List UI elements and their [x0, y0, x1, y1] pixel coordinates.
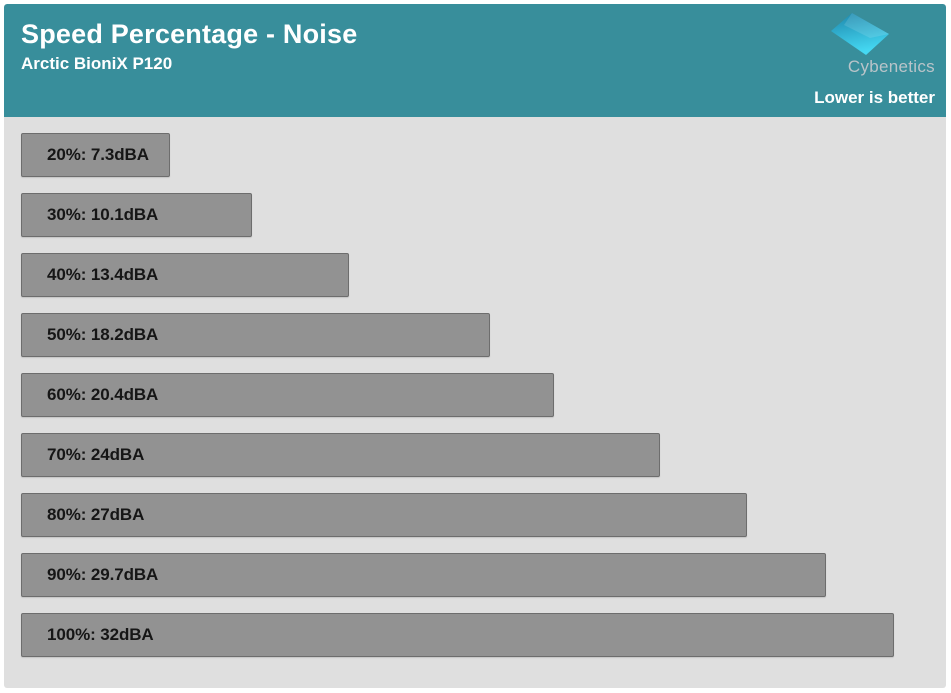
chart-subtitle: Arctic BioniX P120 — [21, 54, 173, 73]
bar-40%: 40%: 13.4dBA — [21, 253, 350, 297]
cybenetics-logo-icon — [831, 13, 889, 55]
bar-label: 30%: 10.1dBA — [47, 205, 159, 224]
brand-name: Cybenetics — [847, 57, 935, 76]
bar-label: 50%: 18.2dBA — [47, 325, 159, 344]
bar-80%: 80%: 27dBA — [21, 493, 748, 537]
bar-30%: 30%: 10.1dBA — [21, 193, 253, 237]
bar-label: 20%: 7.3dBA — [47, 145, 149, 164]
bar-70%: 70%: 24dBA — [21, 433, 660, 477]
bar-row: 60%: 20.4dBA — [21, 373, 929, 417]
bar-90%: 90%: 29.7dBA — [21, 553, 827, 597]
bar-label: 100%: 32dBA — [47, 625, 154, 644]
bar-row: 70%: 24dBA — [21, 433, 929, 477]
chart-titles: Speed Percentage - Noise Arctic BioniX P… — [4, 4, 946, 74]
bar-row: 90%: 29.7dBA — [21, 553, 929, 597]
bar-20%: 20%: 7.3dBA — [21, 133, 171, 177]
bar-row: 100%: 32dBA — [21, 613, 929, 657]
bar-label: 90%: 29.7dBA — [47, 565, 159, 584]
bar-label: 40%: 13.4dBA — [47, 265, 159, 284]
chart-card: Speed Percentage - Noise Arctic BioniX P… — [4, 4, 946, 688]
bar-label: 60%: 20.4dBA — [47, 385, 159, 404]
bar-row: 50%: 18.2dBA — [21, 313, 929, 357]
bar-row: 40%: 13.4dBA — [21, 253, 929, 297]
chart-header: Speed Percentage - Noise Arctic BioniX P… — [4, 4, 946, 117]
lower-is-better-note: Lower is better — [814, 88, 935, 107]
bar-row: 30%: 10.1dBA — [21, 193, 929, 237]
bar-row: 20%: 7.3dBA — [21, 133, 929, 177]
bar-chart: 20%: 7.3dBA 30%: 10.1dBA 40%: 13.4dBA 50%: … — [4, 117, 946, 657]
bar-100%: 100%: 32dBA — [21, 613, 894, 657]
bar-50%: 50%: 18.2dBA — [21, 313, 490, 357]
bar-60%: 60%: 20.4dBA — [21, 373, 555, 417]
bar-label: 70%: 24dBA — [47, 445, 145, 464]
bar-label: 80%: 27dBA — [47, 505, 145, 524]
bar-row: 80%: 27dBA — [21, 493, 929, 537]
chart-title: Speed Percentage - Noise — [21, 19, 358, 49]
